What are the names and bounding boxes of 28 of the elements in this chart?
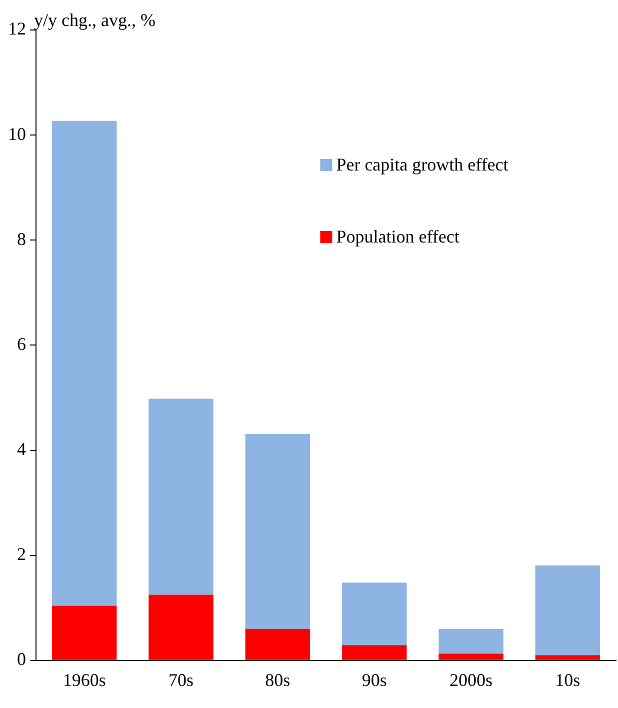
x-tick-label: 10s bbox=[555, 670, 580, 690]
bar bbox=[245, 628, 310, 660]
x-tick-label: 1960s bbox=[62, 670, 106, 690]
bar bbox=[535, 655, 600, 660]
bar bbox=[535, 565, 600, 656]
y-tick-label: 4 bbox=[17, 439, 26, 459]
x-tick-label: 80s bbox=[265, 670, 290, 690]
x-tick-label: 90s bbox=[362, 670, 387, 690]
x-tick-label: 70s bbox=[168, 670, 194, 690]
bar bbox=[52, 606, 117, 660]
bar bbox=[438, 654, 504, 660]
y-tick-label: 10 bbox=[8, 124, 26, 144]
bar bbox=[52, 120, 117, 606]
bar bbox=[245, 434, 310, 629]
legend-label: Per capita growth effect bbox=[336, 154, 508, 175]
y-tick-label: 2 bbox=[17, 544, 26, 564]
legend-label: Population effect bbox=[336, 226, 460, 247]
bar bbox=[438, 628, 504, 654]
bar bbox=[342, 645, 407, 660]
y-tick-label: 8 bbox=[17, 228, 26, 249]
y-tick-label: 0 bbox=[17, 649, 26, 670]
y-tick-label: 12 bbox=[8, 18, 26, 39]
bar bbox=[148, 594, 214, 660]
bar bbox=[148, 398, 214, 595]
y-tick-label: 6 bbox=[17, 334, 26, 354]
x-tick-label: 2000s bbox=[449, 670, 493, 690]
y-axis-title: y/y chg., avg., % bbox=[34, 10, 156, 30]
bar bbox=[342, 582, 407, 646]
